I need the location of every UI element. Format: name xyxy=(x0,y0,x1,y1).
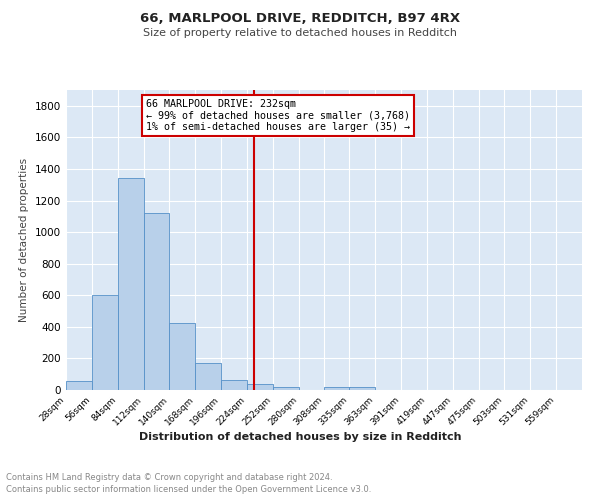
Bar xyxy=(66,380,92,390)
Text: 66, MARLPOOL DRIVE, REDDITCH, B97 4RX: 66, MARLPOOL DRIVE, REDDITCH, B97 4RX xyxy=(140,12,460,26)
Text: Contains public sector information licensed under the Open Government Licence v3: Contains public sector information licen… xyxy=(6,485,371,494)
Bar xyxy=(325,387,350,390)
Y-axis label: Number of detached properties: Number of detached properties xyxy=(19,158,29,322)
Bar xyxy=(118,178,143,390)
Bar xyxy=(221,380,247,390)
Text: 66 MARLPOOL DRIVE: 232sqm
← 99% of detached houses are smaller (3,768)
1% of sem: 66 MARLPOOL DRIVE: 232sqm ← 99% of detac… xyxy=(146,99,410,132)
Bar xyxy=(143,213,169,390)
Bar xyxy=(169,323,195,390)
Text: Distribution of detached houses by size in Redditch: Distribution of detached houses by size … xyxy=(139,432,461,442)
Bar xyxy=(349,387,375,390)
Bar xyxy=(92,296,118,390)
Text: Contains HM Land Registry data © Crown copyright and database right 2024.: Contains HM Land Registry data © Crown c… xyxy=(6,472,332,482)
Text: Size of property relative to detached houses in Redditch: Size of property relative to detached ho… xyxy=(143,28,457,38)
Bar xyxy=(195,363,221,390)
Bar xyxy=(273,387,299,390)
Bar xyxy=(247,384,273,390)
